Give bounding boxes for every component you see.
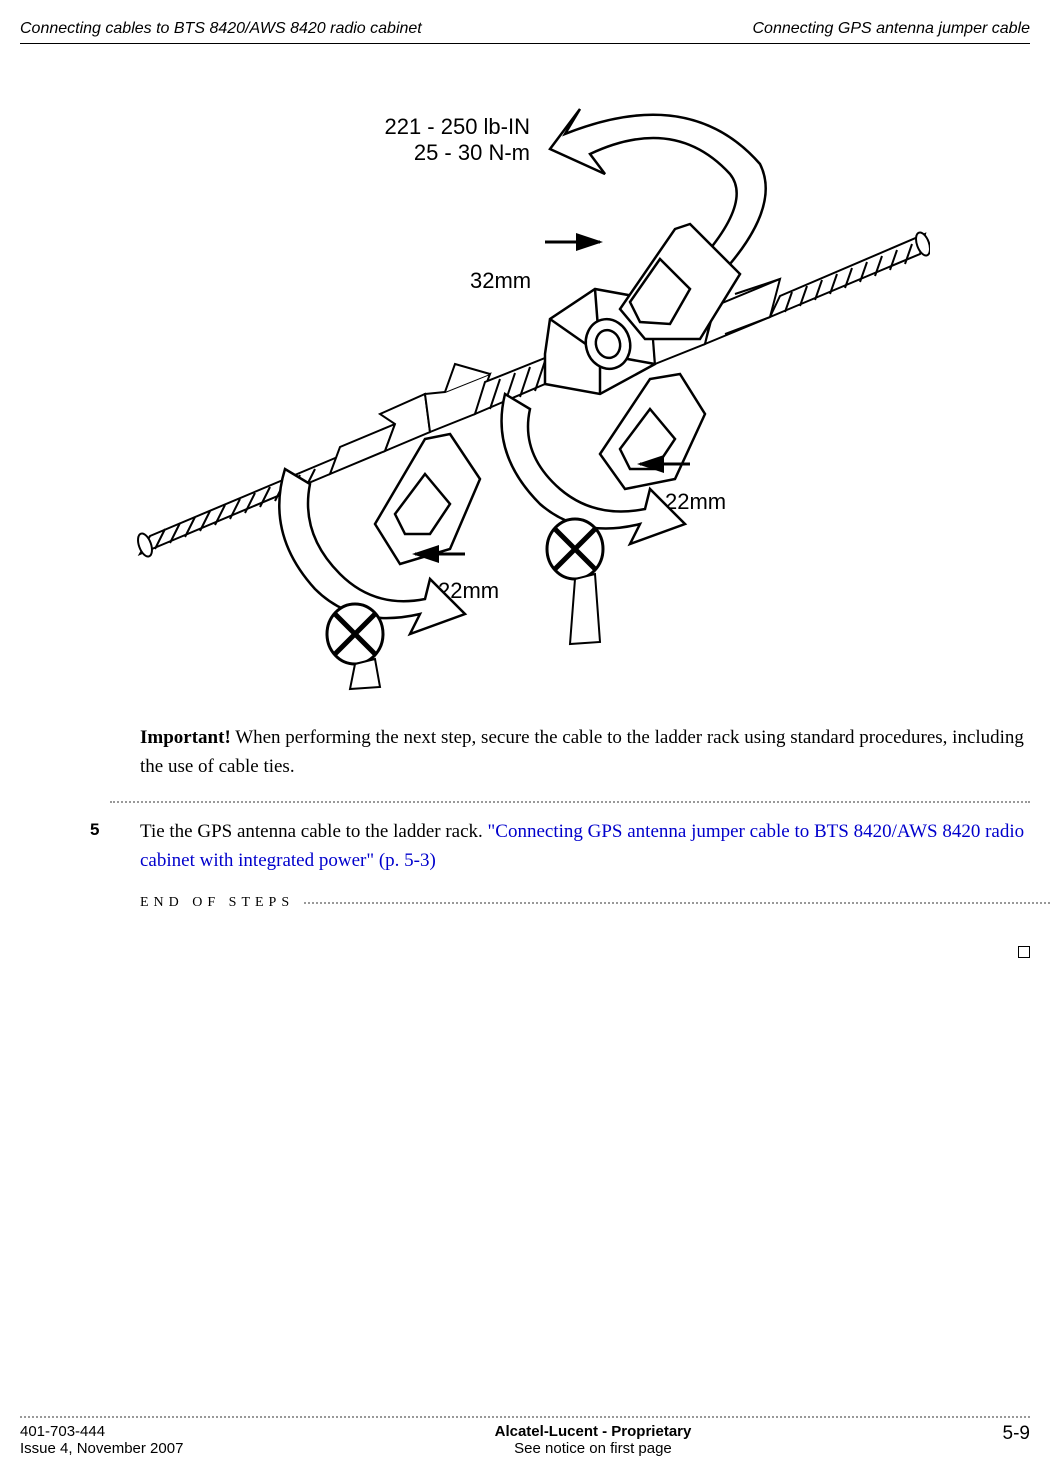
step-text-part1: Tie the GPS antenna cable to the ladder … <box>140 821 488 842</box>
important-body: When performing the next step, secure th… <box>140 727 1024 777</box>
footer-left: 401-703-444 Issue 4, November 2007 <box>20 1423 183 1457</box>
footer-content: 401-703-444 Issue 4, November 2007 Alcat… <box>20 1423 1030 1457</box>
end-of-steps-rule <box>304 902 1050 904</box>
page-number: 5-9 <box>1003 1423 1030 1445</box>
content-area: Important! When performing the next step… <box>0 724 1050 911</box>
step-5-row: 5 Tie the GPS antenna cable to the ladde… <box>90 818 1030 875</box>
step-text: Tie the GPS antenna cable to the ladder … <box>140 818 1030 875</box>
footer-rule <box>20 1416 1030 1418</box>
doc-number: 401-703-444 <box>20 1423 183 1440</box>
important-label: Important! <box>140 727 231 748</box>
end-of-steps-label: END OF STEPS <box>140 895 304 911</box>
page-footer: 401-703-444 Issue 4, November 2007 Alcat… <box>0 1416 1050 1457</box>
header-rule <box>20 43 1030 44</box>
footer-center: Alcatel-Lucent - Proprietary See notice … <box>495 1423 692 1457</box>
end-of-steps-row: END OF STEPS <box>140 895 1030 911</box>
page-header: Connecting cables to BTS 8420/AWS 8420 r… <box>0 0 1050 43</box>
important-note: Important! When performing the next step… <box>140 724 1030 781</box>
proprietary-label: Alcatel-Lucent - Proprietary <box>495 1423 692 1440</box>
header-left: Connecting cables to BTS 8420/AWS 8420 r… <box>20 20 422 38</box>
step-separator <box>110 801 1030 803</box>
end-marker-box <box>1018 946 1030 958</box>
notice-label: See notice on first page <box>495 1440 692 1457</box>
issue-date: Issue 4, November 2007 <box>20 1440 183 1457</box>
step-number: 5 <box>90 818 140 840</box>
connector-diagram-svg <box>130 74 930 694</box>
header-right: Connecting GPS antenna jumper cable <box>752 20 1030 38</box>
technical-diagram: 221 - 250 lb-IN 25 - 30 N-m 32mm 22mm 22… <box>0 74 1050 694</box>
